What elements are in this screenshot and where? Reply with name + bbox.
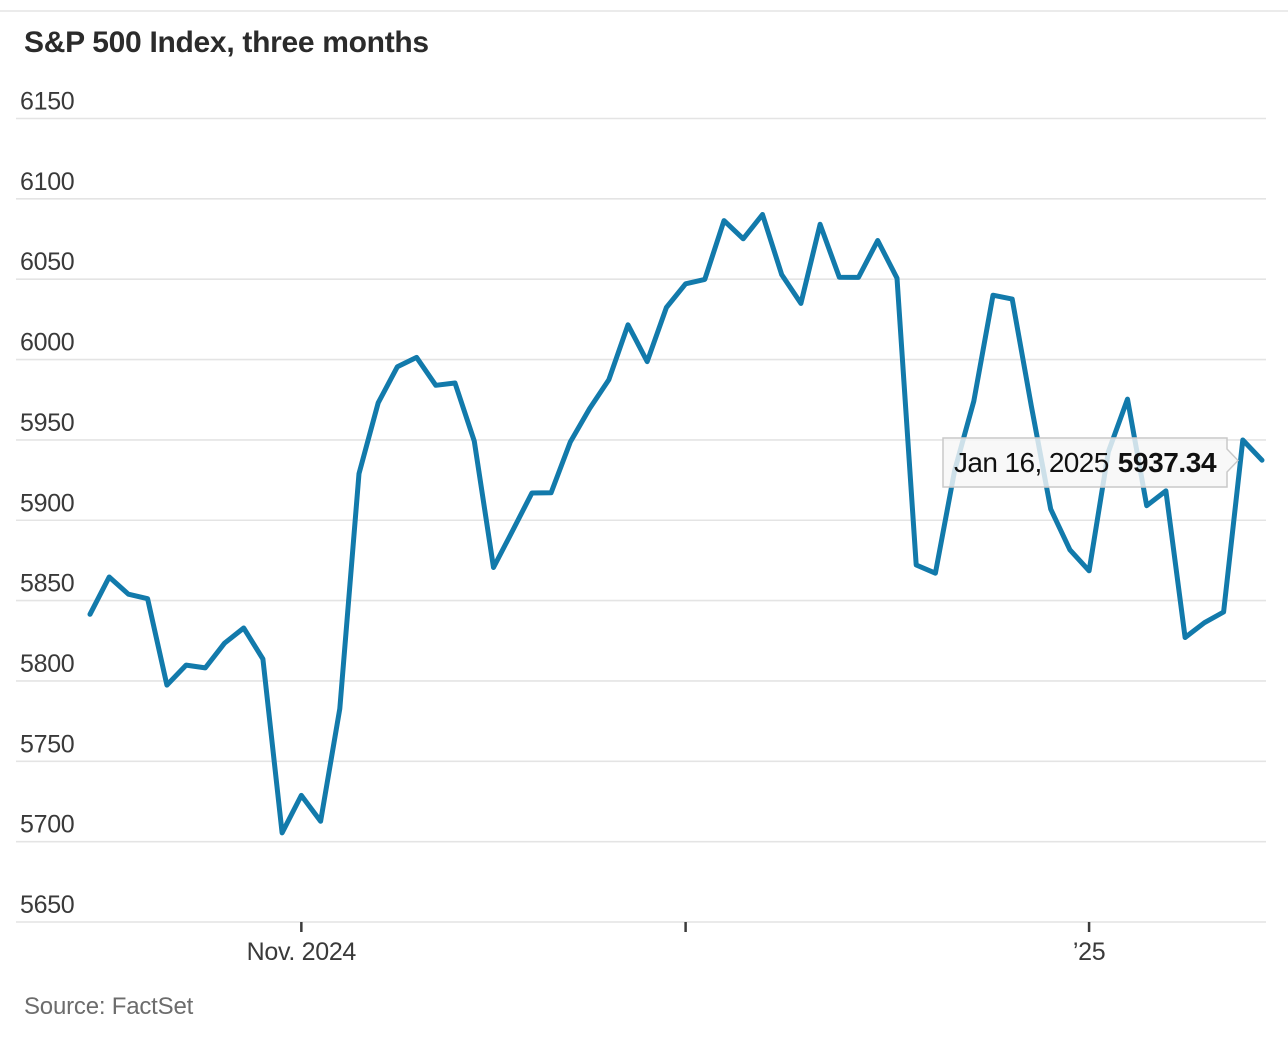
y-axis-label: 5800 [20, 650, 74, 678]
top-rule [0, 10, 1288, 12]
y-axis-label: 6000 [20, 329, 74, 357]
y-axis-label: 5900 [20, 489, 74, 517]
tooltip: Jan 16, 2025 5937.34 [943, 438, 1227, 487]
y-axis-labels: 6150 6100 6050 6000 5950 5900 5850 5800 5750 5700… [20, 88, 75, 920]
tooltip-date: Jan 16, 2025 [954, 446, 1109, 478]
y-axis-label: 6150 [20, 88, 74, 116]
chart-title: S&P 500 Index, three months [24, 26, 429, 59]
y-axis-label: 5750 [20, 730, 74, 758]
y-axis-label: 5700 [20, 811, 74, 839]
y-axis-label: 6100 [20, 168, 74, 196]
y-axis-label: 5650 [20, 891, 74, 919]
tooltip-bubble [942, 437, 1240, 488]
gridlines [16, 117, 1266, 923]
x-axis: Nov. 2024 ’25 [247, 922, 1106, 966]
y-axis-label: 5950 [20, 409, 74, 437]
x-axis-label: ’25 [1073, 938, 1105, 966]
source-label: Source: FactSet [24, 993, 194, 1020]
y-axis-label: 6050 [20, 248, 74, 276]
y-axis-label: 5850 [20, 570, 74, 598]
x-axis-label: Nov. 2024 [247, 938, 357, 966]
price-line[interactable] [87, 212, 1265, 836]
tooltip-value: 5937.34 [1117, 446, 1217, 478]
